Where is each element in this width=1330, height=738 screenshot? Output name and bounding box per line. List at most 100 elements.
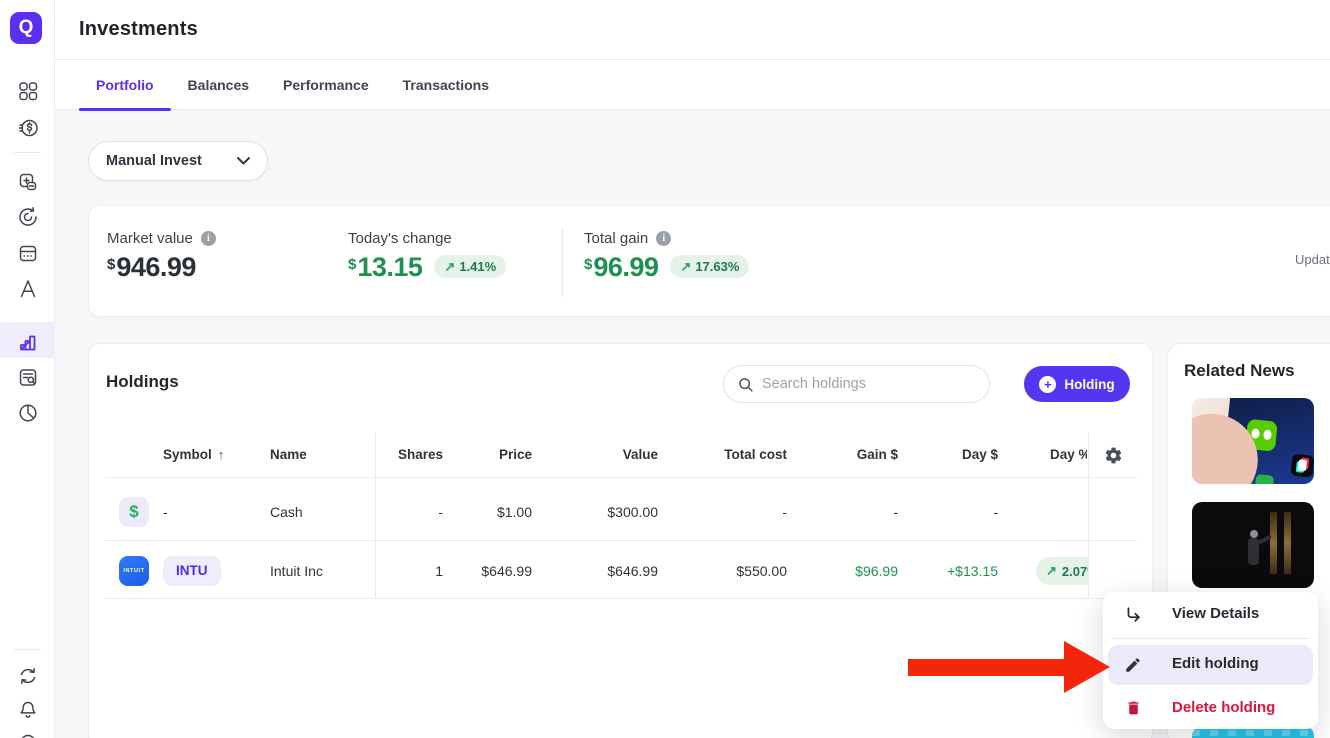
reports-search-icon[interactable]	[0, 364, 55, 390]
table-header-border	[105, 477, 1137, 478]
sort-ascending-icon: ↑	[217, 447, 225, 462]
currency-symbol: $	[107, 256, 116, 273]
menu-item-view-details[interactable]: View Details	[1103, 592, 1318, 637]
holdings-search	[723, 365, 990, 403]
total-gain-stat: Total gain i $ 96.99 ↗︎ 17.63%	[584, 230, 750, 282]
cash-dollar-icon: $	[119, 497, 149, 527]
notifications-bell-icon[interactable]	[0, 697, 55, 723]
dashboard-grid-icon[interactable]	[0, 78, 55, 104]
info-icon[interactable]: i	[200, 231, 216, 246]
table-column-divider	[375, 433, 376, 598]
transactions-icon[interactable]	[0, 169, 55, 195]
todays-change-label: Today's change	[348, 230, 452, 247]
column-header-value[interactable]: Value	[622, 447, 658, 462]
menu-item-edit-holding[interactable]: Edit holding	[1103, 645, 1318, 685]
cell-shares: 1	[435, 563, 443, 579]
cell-price: $1.00	[496, 504, 532, 520]
cell-day-dollar: +$13.15	[947, 563, 998, 579]
tab-performance[interactable]: Performance	[283, 77, 369, 93]
go-to-arrow-icon	[1127, 607, 1140, 622]
stat-divider	[562, 228, 563, 298]
account-filter-dropdown[interactable]: Manual Invest	[88, 141, 268, 181]
app-logo[interactable]: Q	[10, 12, 42, 44]
page-title: Investments	[79, 18, 198, 40]
tab-balances[interactable]: Balances	[187, 77, 250, 93]
budget-pie-icon[interactable]	[0, 400, 55, 426]
app-logo-letter: Q	[18, 17, 34, 38]
search-input[interactable]	[762, 376, 972, 392]
todays-change-stat: Today's change $ 13.15 ↗︎ 1.41%	[348, 230, 507, 282]
tab-bar: Portfolio Balances Performance Transacti…	[55, 60, 1330, 111]
cell-price: $646.99	[481, 563, 532, 579]
market-value: 946.99	[116, 252, 196, 282]
currency-symbol: $	[348, 256, 357, 273]
column-header-symbol[interactable]: Symbol ↑	[163, 447, 225, 462]
news-thumbnail-2[interactable]	[1192, 502, 1314, 588]
cell-gain: $96.99	[855, 563, 898, 579]
market-value-label: Market value	[107, 230, 193, 247]
goals-target-icon[interactable]	[0, 204, 55, 230]
add-holding-button[interactable]: + Holding	[1024, 366, 1130, 402]
calendar-icon[interactable]	[0, 240, 55, 266]
table-row-border	[105, 540, 1137, 541]
cell-name: Intuit Inc	[270, 563, 323, 579]
refresh-sync-icon[interactable]	[0, 663, 55, 689]
arrow-up-icon: ↗︎	[680, 259, 692, 274]
cell-gain: -	[893, 504, 898, 520]
add-holding-label: Holding	[1064, 376, 1115, 392]
sidebar-divider-bottom	[14, 649, 41, 650]
info-icon[interactable]: i	[656, 231, 672, 246]
todays-change-value: 13.15	[357, 252, 423, 282]
tab-transactions[interactable]: Transactions	[402, 77, 489, 93]
arrow-up-icon: ↗︎	[444, 259, 456, 274]
cell-symbol: INTU	[163, 556, 221, 586]
tiktok-app-icon	[1290, 453, 1314, 478]
cell-symbol: -	[163, 504, 168, 520]
arrow-up-icon: ↗︎	[1046, 563, 1057, 578]
table-row-border	[105, 598, 1137, 599]
profile-icon[interactable]	[0, 731, 55, 738]
cell-day-pct: ↗︎2.07%	[1036, 557, 1088, 585]
column-header-price[interactable]: Price	[498, 447, 532, 462]
chevron-down-icon	[237, 157, 250, 165]
planning-compass-icon[interactable]	[0, 276, 55, 302]
cell-value: $300.00	[607, 504, 658, 520]
column-header-total-cost[interactable]: Total cost	[724, 447, 787, 462]
app-icon	[1254, 473, 1275, 484]
tab-portfolio[interactable]: Portfolio	[79, 60, 171, 111]
market-value-stat: Market value i $ 946.99	[107, 230, 216, 281]
todays-change-badge: ↗︎ 1.41%	[434, 255, 507, 278]
trash-delete-icon	[1128, 701, 1139, 715]
column-header-shares[interactable]: Shares	[397, 447, 443, 462]
investments-chart-icon[interactable]	[0, 329, 55, 355]
search-icon	[739, 377, 753, 392]
menu-item-delete-holding[interactable]: Delete holding	[1103, 688, 1318, 729]
related-news-title: Related News	[1184, 361, 1295, 380]
summary-card: Market value i $ 946.99 Today's change $…	[88, 205, 1330, 317]
update-status-text[interactable]: Update	[1295, 252, 1330, 267]
cell-total-cost: -	[782, 504, 787, 520]
cell-day-dollar: -	[993, 504, 998, 520]
pencil-edit-icon	[1126, 658, 1140, 672]
column-header-name[interactable]: Name	[270, 447, 307, 462]
column-header-day-dollar[interactable]: Day $	[961, 447, 998, 462]
cell-value: $646.99	[607, 563, 658, 579]
column-header-gain[interactable]: Gain $	[856, 447, 898, 462]
sidebar: Q	[0, 0, 55, 738]
news-thumbnail-3[interactable]	[1192, 726, 1314, 738]
page-header: Investments	[55, 0, 1330, 60]
cell-total-cost: $550.00	[736, 563, 787, 579]
news-thumbnail-1[interactable]	[1192, 398, 1314, 484]
sidebar-active-highlight	[0, 322, 55, 358]
column-header-day-pct[interactable]: Day %	[1050, 447, 1087, 462]
account-filter-label: Manual Invest	[106, 153, 202, 169]
total-gain-label: Total gain	[584, 230, 649, 247]
cell-name: Cash	[270, 504, 303, 520]
cell-shares: -	[438, 504, 443, 520]
accounts-coin-icon[interactable]	[0, 115, 55, 141]
holdings-title: Holdings	[106, 372, 179, 391]
table-settings-gear-icon[interactable]	[1104, 446, 1123, 470]
total-gain-badge: ↗︎ 17.63%	[670, 255, 750, 278]
total-gain-value: 96.99	[593, 252, 659, 282]
